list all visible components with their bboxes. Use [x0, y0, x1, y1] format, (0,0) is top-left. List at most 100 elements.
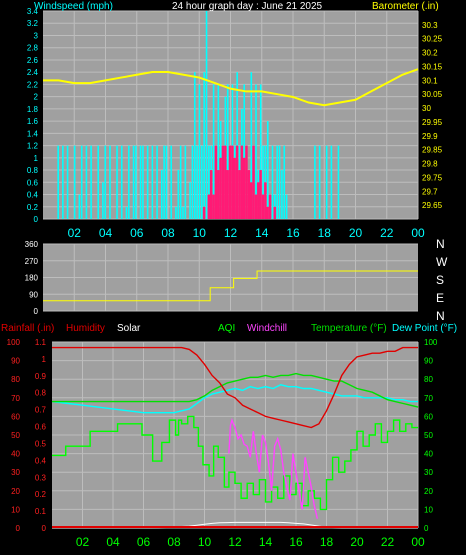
temperature-tick-label: 50	[424, 431, 433, 440]
gust-bar	[80, 145, 83, 219]
barometer-line	[43, 68, 419, 107]
direction-ticks: 0 90 180 270 360	[25, 240, 39, 316]
humidity-label: Humidity	[66, 323, 105, 334]
barometer-tick-label: 30.05	[422, 90, 443, 99]
temperature-label: Temperature (°F)	[311, 323, 387, 334]
rainfall-tick-label: 0.8	[35, 389, 47, 398]
hour-ticks: 02 04 06 08 10 12 14 16 18 20 22 00	[76, 535, 425, 549]
temperature-tick-label: 30	[424, 468, 433, 477]
gust-bar	[337, 145, 340, 219]
gust-bar	[266, 121, 269, 219]
windspeed-axis-label: Windspeed (mph)	[34, 1, 113, 12]
windchill-label: Windchill	[247, 323, 287, 334]
gust-bar	[281, 170, 283, 219]
windspeed-tick-label: 0.6	[27, 178, 39, 187]
windspeed-tick-label: 0.8	[27, 166, 39, 175]
avg-bar	[214, 145, 218, 219]
windspeed-tick-label: 0.4	[27, 191, 39, 200]
gust-bar	[104, 145, 107, 219]
barometer-tick-label: 29.9	[422, 132, 438, 141]
gust-bar	[262, 145, 264, 219]
rainfall-ticks: 0 0.1 0.2 0.3 0.4 0.5 0.6 0.7 0.8 0.9 1 1.1	[35, 338, 47, 533]
gust-bar	[283, 145, 286, 219]
aqi-line	[52, 415, 418, 511]
temperature-panel: Rainfall (.in) Humidity Solar AQI Windch…	[1, 323, 457, 549]
gust-bar	[191, 145, 194, 219]
gust-bar	[85, 145, 88, 219]
temperature-line	[52, 372, 419, 408]
barometer-axis-label: Barometer (.in)	[372, 1, 439, 12]
windspeed-tick-label: 1.8	[27, 105, 39, 114]
temperature-tick-label: 20	[424, 487, 433, 496]
temperature-ticks: 0 10 20 30 40 50 60 70 80 90 100	[424, 338, 438, 533]
rainfall-tick-label: 0.9	[35, 372, 47, 381]
gust-bar	[116, 145, 118, 219]
hour-tick-label: 12	[224, 226, 238, 240]
gust-bar	[271, 145, 274, 219]
gust-bar	[125, 206, 128, 219]
avg-bar	[252, 145, 255, 219]
wind-barometer-panel: Windspeed (mph) 24 hour graph day : June…	[27, 1, 443, 240]
gust-bar	[90, 145, 92, 219]
gust-bar	[175, 206, 177, 219]
compass-label: W	[436, 255, 448, 269]
direction-tick-label: 270	[25, 257, 39, 266]
gust-bar	[212, 84, 215, 219]
hour-tick-label: 14	[255, 226, 269, 240]
avg-bar	[217, 170, 220, 219]
gust-bar	[278, 145, 281, 219]
windspeed-ticks: 0 0.2 0.4 0.6 0.8 1 1.2 1.4 1.6 1.8 2 2.2 2.4 2.6 2.8 3…	[27, 7, 39, 224]
compass-label: N	[436, 309, 445, 323]
gust-bar	[156, 145, 158, 219]
temperature-tick-label: 80	[424, 375, 433, 384]
humidity-tick-label: 80	[11, 375, 20, 384]
gust-bar	[193, 72, 196, 219]
hour-tick-label: 06	[137, 535, 151, 549]
rainfall-label: Rainfall (.in)	[1, 323, 54, 334]
gust-bar	[120, 145, 123, 219]
avg-bar	[254, 194, 258, 219]
gust-bar	[208, 145, 210, 219]
gust-bar	[163, 145, 165, 219]
rainfall-tick-label: 0.6	[35, 423, 47, 432]
hour-tick-label: 12	[228, 535, 242, 549]
avg-bar	[221, 145, 225, 219]
gust-bar	[160, 170, 163, 219]
gust-bar	[139, 145, 142, 219]
gust-bar	[325, 145, 328, 219]
gust-bar	[73, 145, 76, 219]
humidity-tick-label: 90	[11, 357, 20, 366]
hour-tick-label: 06	[130, 226, 144, 240]
gust-bar	[102, 182, 104, 219]
direction-tick-label: 180	[25, 274, 39, 283]
series-lines	[51, 346, 419, 529]
avg-bar	[226, 170, 229, 219]
gust-bar	[226, 84, 229, 219]
solar-label: Solar	[117, 323, 141, 334]
windspeed-tick-label: 1.6	[27, 117, 39, 126]
windspeed-tick-label: 3.4	[27, 7, 39, 16]
avg-bar	[259, 170, 262, 219]
barometer-ticks: 29.65 29.7 29.75 29.8 29.85 29.9 29.95 30 30.05 3…	[422, 21, 443, 210]
avg-bar	[247, 170, 251, 219]
barometer-tick-label: 29.7	[422, 187, 438, 196]
temperature-tick-label: 70	[424, 394, 433, 403]
rainfall-tick-label: 0.4	[35, 456, 47, 465]
gust-bar	[198, 84, 201, 219]
gust-bar	[170, 145, 173, 219]
hour-tick-label: 16	[289, 535, 303, 549]
humidity-tick-label: 10	[11, 505, 20, 514]
avg-bar	[273, 206, 276, 219]
rainfall-tick-label: 0.7	[35, 406, 47, 415]
direction-tick-label: 0	[34, 307, 39, 316]
humidity-tick-label: 50	[11, 431, 20, 440]
compass-label: E	[436, 291, 444, 305]
barometer-tick-label: 29.75	[422, 173, 443, 182]
windspeed-tick-label: 1.2	[27, 142, 39, 151]
hour-tick-label: 02	[76, 535, 90, 549]
hour-tick-label: 00	[411, 226, 425, 240]
gust-bar	[66, 145, 69, 219]
gust-bar	[184, 145, 187, 219]
